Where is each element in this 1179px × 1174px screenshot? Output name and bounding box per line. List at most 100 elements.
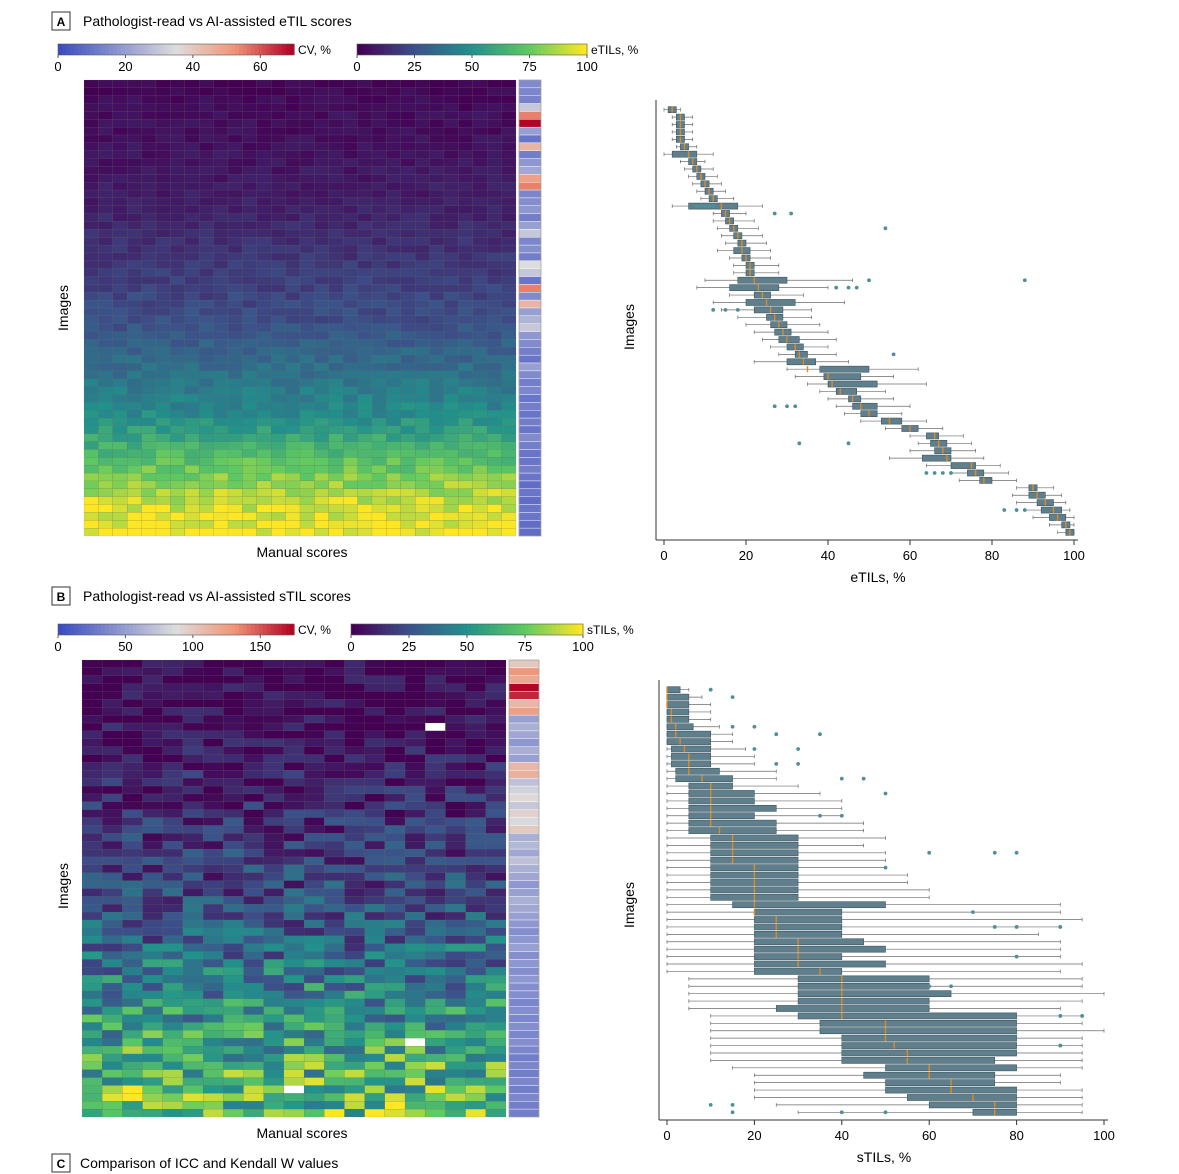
heatmap-cell — [83, 480, 99, 489]
heatmap-cell — [98, 307, 113, 316]
heatmap-cell — [328, 244, 344, 254]
heatmap-cell — [223, 809, 244, 818]
heatmap-cell — [243, 856, 264, 865]
heatmap-cell — [303, 1108, 325, 1118]
heatmap-cell — [429, 362, 445, 372]
heatmap-cell — [203, 683, 224, 692]
heatmap-cell — [184, 103, 200, 112]
heatmap-cell — [256, 512, 272, 521]
heatmap-cell — [465, 1045, 486, 1055]
heatmap-cell — [98, 449, 113, 458]
heatmap-cell — [364, 770, 385, 779]
heatmap-cell — [142, 975, 163, 984]
cv-colorbar-segment — [274, 624, 279, 635]
cv-colorbar-segment — [101, 44, 106, 55]
heatmap-cell — [299, 488, 315, 497]
heatmap-cell — [485, 691, 507, 700]
outlier-point — [785, 404, 789, 409]
cv-strip-cell — [508, 762, 540, 771]
heatmap-cell — [256, 103, 272, 112]
box — [754, 968, 843, 975]
heatmap-cell — [122, 982, 143, 992]
heatmap-cell — [199, 433, 214, 442]
value-colorbar-segment — [376, 44, 381, 55]
heatmap-cell — [303, 841, 325, 850]
heatmap-cell — [83, 307, 99, 316]
heatmap-cell — [487, 410, 502, 419]
heatmap-cell — [384, 864, 406, 873]
heatmap-cell — [324, 927, 345, 936]
box — [841, 1034, 1017, 1042]
heatmap-cell — [400, 433, 416, 442]
heatmap-cell — [445, 730, 466, 739]
heatmap-cell — [324, 754, 345, 763]
heatmap-cell — [256, 402, 272, 411]
heatmap-cell — [386, 205, 401, 214]
cv-strip-cell — [508, 675, 540, 684]
box — [666, 738, 712, 745]
heatmap-cell — [465, 1022, 486, 1031]
heatmap-cell — [243, 1022, 264, 1031]
heatmap-cell — [102, 778, 123, 787]
heatmap-cell — [364, 833, 385, 842]
heatmap-cell — [443, 370, 459, 379]
heatmap-cell — [344, 1077, 365, 1086]
heatmap-cell — [472, 370, 488, 379]
cv-colorbar-segment — [69, 44, 75, 55]
heatmap-cell — [458, 252, 473, 261]
heatmap-cell — [324, 1006, 345, 1015]
heatmap-cell — [364, 1093, 385, 1102]
heatmap-cell — [184, 229, 200, 238]
heatmap-cell — [371, 355, 387, 364]
heatmap-cell — [364, 1053, 385, 1062]
heatmap-cell — [328, 142, 344, 151]
outlier-point — [699, 204, 703, 208]
heatmap-cell — [364, 1045, 385, 1055]
heatmap-cell — [122, 715, 143, 724]
heatmap-cell — [324, 738, 345, 747]
heatmap-cell — [429, 355, 445, 364]
heatmap-cell — [263, 982, 285, 992]
heatmap-cell — [213, 386, 229, 395]
heatmap-cell — [155, 213, 171, 222]
cv-colorbar-segment — [250, 44, 256, 55]
heatmap-cell — [256, 300, 272, 309]
heatmap-cell — [314, 315, 329, 324]
cv-strip-cell — [518, 378, 542, 387]
outlier-point — [1058, 1014, 1063, 1018]
heatmap-cell — [487, 441, 502, 450]
heatmap-cell — [122, 722, 143, 732]
heatmap-cell — [271, 386, 286, 395]
heatmap-cell — [102, 888, 123, 897]
heatmap-cell — [162, 935, 184, 944]
heatmap-cell — [364, 856, 385, 865]
box — [841, 1057, 996, 1064]
heatmap-cell — [384, 801, 406, 810]
heatmap-cell — [213, 166, 229, 175]
heatmap-cell — [243, 1093, 264, 1102]
heatmap-cell — [303, 998, 325, 1007]
heatmap-cell — [443, 520, 459, 529]
box — [675, 775, 733, 783]
heatmap-cell — [343, 205, 358, 214]
heatmap-cell — [223, 1053, 244, 1062]
heatmap-cell — [328, 370, 344, 379]
heatmap-cell — [98, 315, 113, 324]
heatmap-cell — [102, 770, 123, 779]
heatmap-cell — [443, 472, 459, 482]
heatmap-cell — [199, 213, 214, 222]
outlier-point — [891, 352, 896, 357]
heatmap-cell — [242, 197, 257, 206]
box — [710, 842, 799, 849]
heatmap-cell — [472, 221, 488, 230]
heatmap-cell — [81, 675, 103, 684]
heatmap-cell — [314, 221, 329, 230]
heatmap-cell — [501, 355, 517, 364]
cv-strip-cell — [518, 292, 542, 301]
heatmap-cell — [242, 433, 257, 442]
heatmap-cell — [170, 182, 185, 191]
heatmap-cell — [472, 465, 488, 474]
heatmap-cell — [122, 778, 143, 787]
cv-colorbar-segment — [290, 624, 295, 635]
heatmap-cell — [404, 990, 426, 999]
